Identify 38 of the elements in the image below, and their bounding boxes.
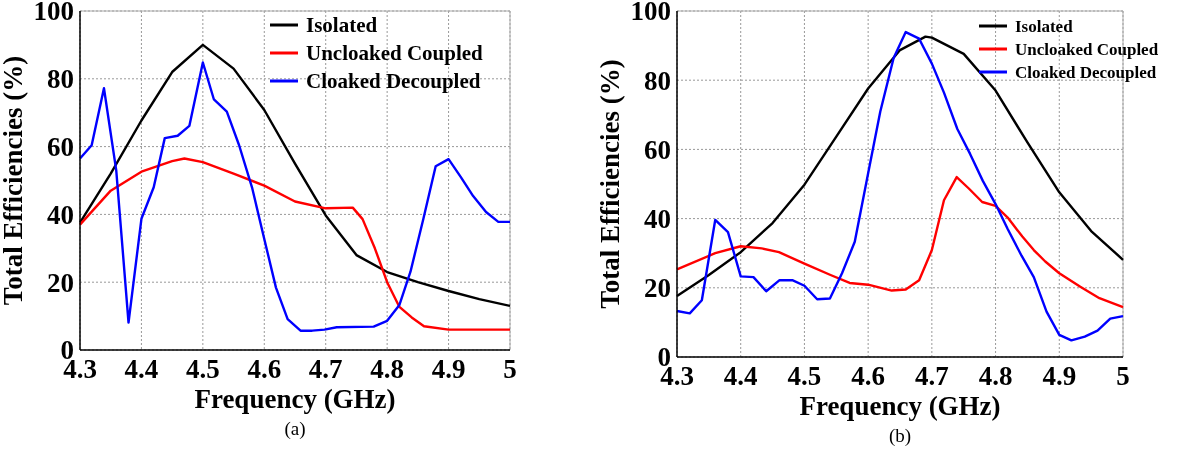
x-tick-label: 4.8 (370, 354, 405, 384)
x-tick-label: 4.7 (308, 354, 343, 384)
x-tick-label: 5 (1116, 361, 1130, 391)
x-tick-label: 5 (503, 354, 517, 384)
legend-label: Uncloaked Coupled (306, 41, 484, 66)
x-tick-label: 4.6 (851, 361, 886, 391)
x-axis-title: Frequency (GHz) (799, 391, 1001, 421)
y-tick-label: 60 (47, 132, 74, 163)
y-tick-label: 100 (33, 0, 74, 27)
text: (a) (284, 418, 306, 440)
y-tick-label: 60 (644, 134, 671, 165)
x-tick-label: 4.4 (124, 354, 159, 384)
x-tick-label: 4.8 (978, 361, 1013, 391)
x-tick-label: 4.9 (1042, 361, 1077, 391)
y-tick-label: 20 (644, 273, 671, 304)
text: (b) (888, 425, 912, 447)
x-axis-title: Frequency (GHz) (194, 384, 396, 414)
y-tick-label: 20 (47, 267, 74, 298)
y-tick-label: 40 (47, 199, 74, 230)
y-tick-label: 100 (630, 0, 671, 27)
legend-label: Cloaked Decoupled (306, 69, 481, 94)
x-tick-label: 4.5 (787, 361, 822, 391)
x-tick-label: 4.5 (185, 354, 220, 384)
line-series (675, 175, 1125, 309)
legend-label: Uncloaked Coupled (1015, 39, 1159, 59)
y-tick-label: 80 (47, 64, 74, 95)
x-tick-label: 4.9 (431, 354, 466, 384)
x-tick-label: 4.4 (723, 361, 758, 391)
y-axis-title: Total Efficiencies (%) (0, 55, 28, 306)
x-tick-label: 4.6 (247, 354, 282, 384)
line-series (78, 157, 512, 331)
legend-label: Isolated (306, 13, 378, 38)
legend-label: Isolated (1015, 16, 1074, 36)
x-tick-label: 4.7 (914, 361, 949, 391)
legend-label: Cloaked Decoupled (1015, 62, 1157, 82)
y-tick-label: 80 (644, 65, 671, 96)
y-tick-label: 40 (644, 204, 671, 235)
y-axis-title: Total Efficiencies (%) (595, 59, 625, 309)
